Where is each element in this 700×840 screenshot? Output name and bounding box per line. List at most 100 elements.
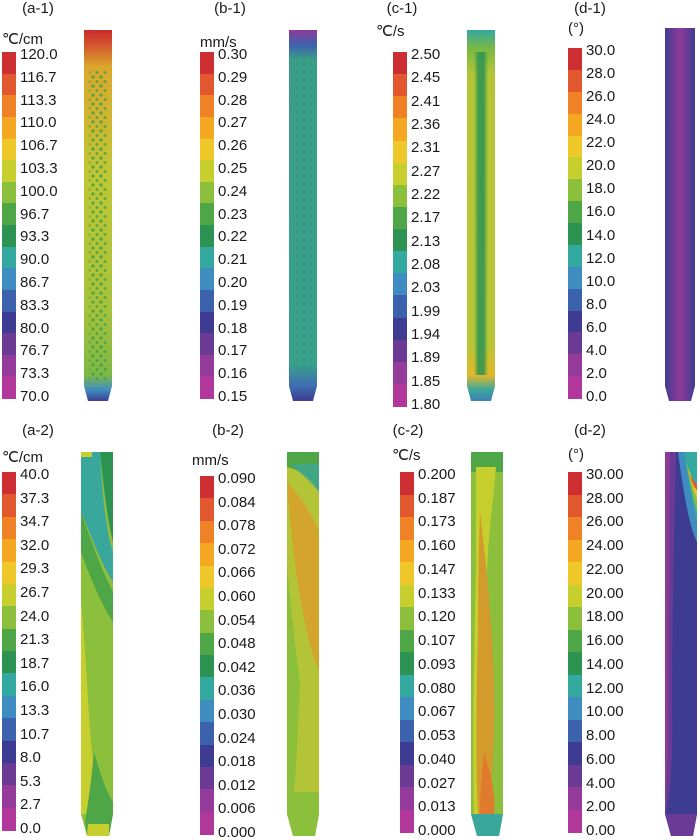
colorbar-tick-label: 0.0 bbox=[20, 820, 41, 837]
colorbar-tick-label: 0.027 bbox=[418, 774, 456, 792]
colorbar-swatch bbox=[393, 96, 407, 119]
colorbar-swatch bbox=[200, 289, 214, 312]
colorbar-swatch bbox=[400, 584, 414, 608]
colorbar-tick-label: 96.7 bbox=[20, 205, 50, 223]
colorbar-swatch bbox=[393, 162, 407, 186]
colorbar-tick-label: 0.030 bbox=[218, 706, 256, 723]
colorbar-tick-label: 40.0 bbox=[20, 466, 50, 483]
colorbar-tick-label: 0.26 bbox=[218, 137, 248, 155]
colorbar-swatch bbox=[393, 140, 407, 164]
colorbar-tick-label: 22.0 bbox=[586, 134, 616, 152]
colorbar-swatch bbox=[568, 787, 582, 810]
colorbar-tick-label: 73.3 bbox=[20, 365, 50, 383]
colorbar-tick-label: 26.00 bbox=[586, 513, 624, 531]
colorbar-tick-label: 0.072 bbox=[218, 540, 256, 558]
colorbar-swatch bbox=[2, 539, 16, 562]
colorbar-swatch bbox=[393, 251, 407, 274]
colorbar-tick-label: 103.3 bbox=[20, 160, 58, 177]
colorbar-tick-label: 120.0 bbox=[20, 46, 58, 63]
colorbar-swatch bbox=[2, 246, 16, 269]
colorbar-swatch bbox=[568, 223, 582, 246]
colorbar-swatch bbox=[2, 95, 16, 118]
colorbar-swatch bbox=[568, 652, 582, 675]
colorbar-swatch bbox=[200, 333, 214, 356]
colorbar-swatch bbox=[393, 52, 407, 75]
colorbar-tick-label: 0.084 bbox=[218, 493, 256, 511]
colorbar-tick-label: 24.00 bbox=[586, 537, 624, 555]
colorbar-swatch bbox=[568, 697, 582, 720]
colorbar-swatch bbox=[200, 744, 214, 768]
colorbar-tick-label: 2.41 bbox=[411, 92, 441, 110]
colorbar-swatch bbox=[400, 719, 414, 743]
colorbar-tick-label: 0.013 bbox=[418, 798, 456, 816]
colorbar-tick-label: 0.024 bbox=[218, 729, 256, 747]
colorbar-tick-label: 10.0 bbox=[586, 272, 616, 290]
unit-label: (°) bbox=[568, 20, 584, 37]
colorbar-swatch bbox=[568, 629, 582, 653]
colorbar-tick-label: 0.040 bbox=[418, 750, 456, 768]
colorbar-tick-label: 12.0 bbox=[586, 249, 616, 267]
colorbar-swatch bbox=[200, 376, 214, 399]
unit-label: mm/s bbox=[192, 452, 229, 469]
colorbar-swatch bbox=[568, 266, 582, 290]
colorbar-tick-label: 2.03 bbox=[411, 279, 441, 297]
colorbar-swatch bbox=[568, 719, 582, 743]
colorbar-tick-label: 28.0 bbox=[586, 65, 616, 83]
colorbar-tick-label: 0.080 bbox=[418, 679, 456, 697]
colorbar-swatch bbox=[2, 181, 16, 204]
colorbar-tick-label: 0.29 bbox=[218, 68, 248, 86]
colorbar-tick-label: 0.15 bbox=[218, 388, 248, 405]
colorbar-tick-label: 2.22 bbox=[411, 186, 441, 203]
colorbar-swatch bbox=[2, 268, 16, 291]
colorbar-swatch bbox=[393, 317, 407, 341]
colorbar-tick-label: 1.89 bbox=[411, 349, 441, 367]
colorbar-swatch bbox=[2, 160, 16, 183]
colorbar-swatch bbox=[200, 225, 214, 248]
colorbar-tick-label: 0.066 bbox=[218, 564, 256, 582]
colorbar-tick-label: 0.00 bbox=[586, 822, 616, 839]
colorbar-swatch bbox=[393, 206, 407, 230]
colorbar-swatch bbox=[2, 583, 16, 607]
colorbar-swatch bbox=[400, 652, 414, 675]
colorbar-swatch bbox=[393, 339, 407, 363]
colorbar-tick-label: 26.7 bbox=[20, 584, 50, 601]
panel-label: (a-1) bbox=[22, 0, 54, 17]
colorbar-tick-label: 90.0 bbox=[20, 251, 50, 269]
colorbar-swatch bbox=[568, 113, 582, 136]
colorbar-swatch bbox=[2, 785, 16, 809]
colorbar-tick-label: 14.0 bbox=[586, 226, 616, 244]
colorbar-swatch bbox=[2, 762, 16, 786]
colorbar-swatch bbox=[2, 116, 16, 139]
colorbar-swatch bbox=[200, 543, 214, 566]
colorbar-tick-label: 76.7 bbox=[20, 342, 50, 360]
colorbar-swatch bbox=[2, 628, 16, 652]
colorbar-tick-label: 0.22 bbox=[218, 228, 248, 246]
colorbar-tick-label: 0.200 bbox=[418, 466, 456, 483]
colorbar-swatch bbox=[200, 52, 214, 75]
colorbar-tick-label: 0.048 bbox=[218, 635, 256, 653]
colorbar-tick-label: 1.80 bbox=[411, 396, 441, 413]
colorbar-tick-label: 0.27 bbox=[218, 114, 248, 132]
colorbar-swatch bbox=[568, 91, 582, 115]
colorbar-swatch bbox=[200, 610, 214, 634]
colorbar-tick-label: 21.3 bbox=[20, 631, 50, 649]
colorbar-swatch bbox=[2, 311, 16, 334]
colorbar-swatch bbox=[568, 288, 582, 311]
colorbar-tick-label: 20.0 bbox=[586, 157, 616, 175]
colorbar-swatch bbox=[200, 632, 214, 656]
colorbar-tick-label: 30.00 bbox=[586, 466, 624, 483]
colorbar-tick-label: 0.19 bbox=[218, 296, 248, 314]
colorbar-swatch bbox=[568, 157, 582, 180]
unit-label: ℃/cm bbox=[2, 31, 44, 48]
colorbar-tick-label: 16.0 bbox=[20, 678, 50, 696]
colorbar-swatch bbox=[568, 674, 582, 698]
colorbar-swatch bbox=[393, 273, 407, 296]
colorbar-swatch bbox=[200, 587, 214, 611]
colorbar-swatch bbox=[2, 807, 16, 831]
colorbar-tick-label: 0.20 bbox=[218, 274, 248, 291]
colorbar-tick-label: 86.7 bbox=[20, 274, 50, 291]
colorbar-swatch bbox=[200, 181, 214, 204]
colorbar-tick-label: 0.25 bbox=[218, 160, 248, 177]
colorbar-swatch bbox=[393, 184, 407, 208]
field-strip bbox=[80, 452, 114, 836]
